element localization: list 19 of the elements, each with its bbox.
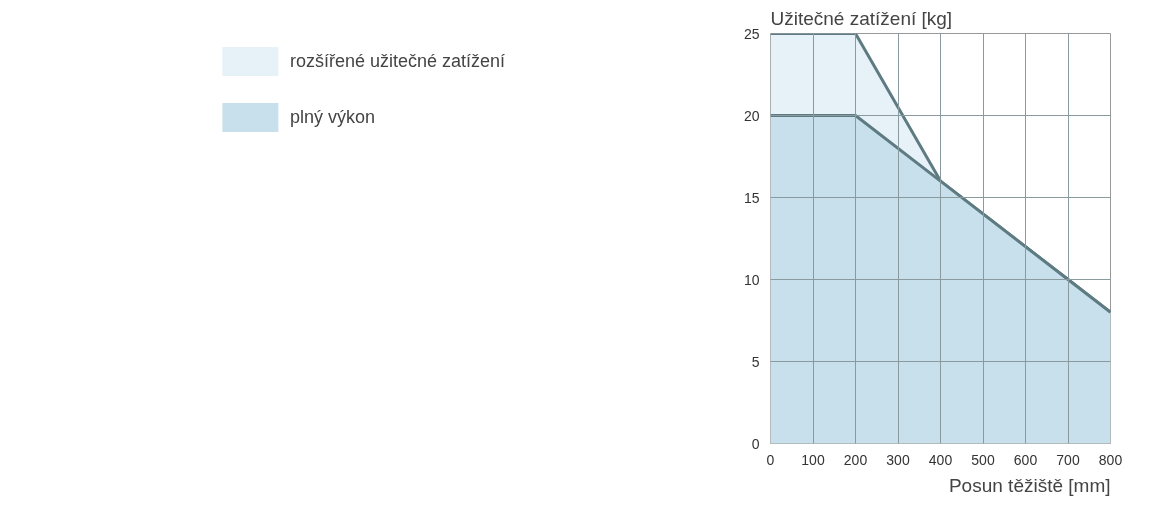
- y-tick-label: 15: [743, 189, 760, 206]
- x-tick-label: 500: [971, 451, 995, 468]
- x-axis-title: Posun těžiště [mm]: [948, 474, 1111, 496]
- y-tick-label: 5: [751, 353, 760, 370]
- x-tick-label: 800: [1098, 451, 1123, 468]
- legend-label: rozšířené užitečné zatížení: [289, 50, 506, 72]
- y-axis-title: Užitečné zatížení [kg]: [770, 7, 953, 29]
- x-tick-label: 400: [928, 451, 953, 468]
- y-tick-label: 0: [751, 435, 760, 452]
- x-tick-label: 200: [843, 451, 868, 468]
- y-tick-label: 10: [743, 271, 760, 288]
- x-tick-label: 100: [801, 451, 825, 468]
- x-tick-label: 600: [1013, 451, 1038, 468]
- y-tick-label: 20: [743, 107, 760, 124]
- x-tick-label: 0: [766, 451, 775, 468]
- x-tick-label: 700: [1056, 451, 1080, 468]
- y-tick-label: 25: [743, 25, 760, 42]
- x-tick-label: 300: [886, 451, 910, 468]
- legend-label: plný výkon: [289, 106, 375, 128]
